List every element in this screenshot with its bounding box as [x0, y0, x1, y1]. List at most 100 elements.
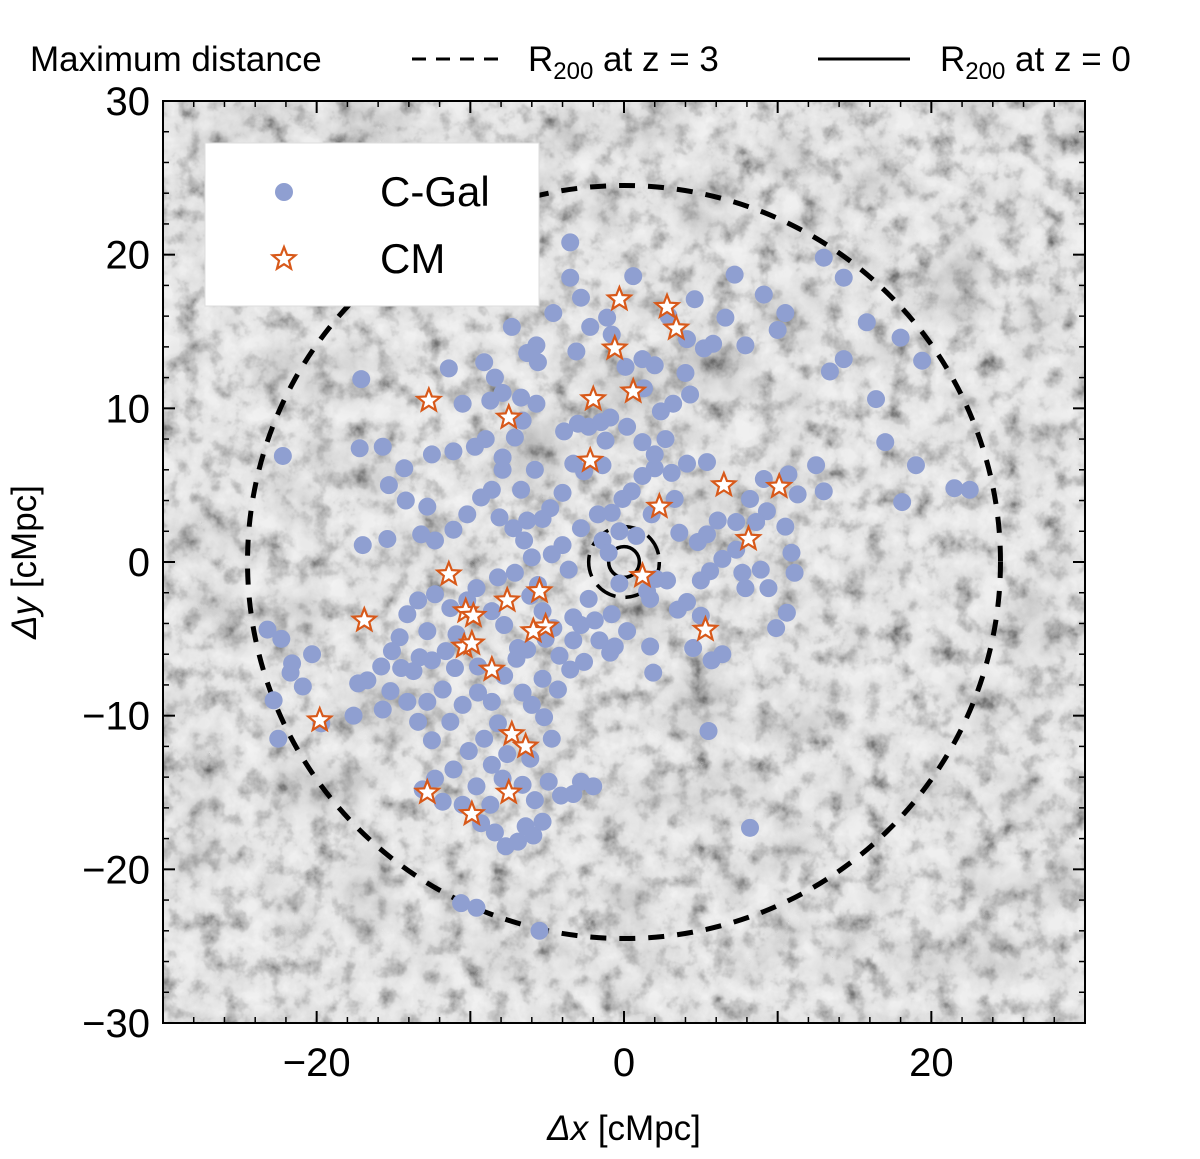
legend-box	[204, 142, 540, 307]
cgal-point	[504, 519, 523, 538]
cgal-point	[441, 599, 460, 618]
cgal-point	[525, 791, 544, 810]
cgal-point	[482, 602, 501, 621]
cgal-point	[601, 643, 620, 662]
cm-star	[350, 605, 379, 633]
cgal-point	[481, 795, 500, 814]
ticks-layer: −20 0 20 −30 −20 −10 0 10 20 30	[82, 80, 1086, 1085]
y-tick-label: −30	[82, 1002, 150, 1046]
cgal-point	[624, 267, 643, 286]
cgal-point	[688, 533, 707, 552]
cgal-point	[412, 525, 431, 544]
cgal-point	[392, 659, 411, 678]
cgal-point	[453, 394, 472, 413]
cm-star	[477, 654, 507, 682]
cgal-point	[525, 460, 544, 479]
cm-star	[652, 291, 682, 320]
cgal-point	[906, 456, 925, 475]
cgal-point	[398, 692, 417, 711]
cgal-point	[502, 317, 521, 336]
cgal-point	[441, 712, 460, 731]
legend: C-Gal CM	[204, 142, 540, 307]
cgal-point	[433, 680, 452, 699]
cgal-point	[467, 898, 486, 917]
cgal-point	[539, 772, 558, 791]
cm-star	[734, 523, 763, 552]
cgal-point	[481, 391, 500, 410]
cgal-point	[349, 674, 368, 693]
x-axis-label: Δx [cMpc]	[546, 1109, 701, 1148]
cgal-point	[258, 620, 277, 639]
cgal-point	[610, 522, 629, 541]
cm-star	[709, 470, 739, 498]
cgal-point	[598, 308, 617, 327]
cgal-point	[610, 574, 629, 593]
cgal-points	[258, 233, 979, 940]
cgal-point	[488, 714, 507, 733]
cgal-point	[807, 456, 826, 475]
cgal-point	[759, 579, 778, 598]
cm-star	[492, 585, 522, 613]
cgal-point	[409, 591, 428, 610]
cgal-point	[476, 430, 495, 449]
cgal-point	[777, 603, 796, 622]
cgal-point	[490, 508, 509, 527]
cgal-point	[641, 637, 660, 656]
cgal-point	[379, 476, 398, 495]
cgal-point	[272, 629, 291, 648]
cgal-point	[521, 749, 540, 768]
cgal-point	[788, 485, 807, 504]
cgal-point	[776, 304, 795, 323]
cm-star	[618, 376, 648, 404]
cm-star	[661, 313, 691, 341]
cgal-point	[459, 742, 478, 761]
cgal-point	[522, 548, 541, 567]
cgal-point	[553, 483, 572, 502]
cgal-point	[561, 268, 580, 287]
cgal-point	[344, 706, 363, 725]
cgal-point	[512, 480, 531, 499]
cgal-point	[913, 351, 932, 370]
cgal-point	[768, 320, 787, 339]
cgal-point	[785, 563, 804, 582]
cgal-point	[550, 646, 569, 665]
x-tick-label: −20	[283, 1041, 351, 1085]
cgal-point	[599, 543, 618, 562]
cgal-point	[452, 894, 471, 913]
cm-star	[413, 777, 442, 805]
cgal-point	[622, 482, 641, 501]
cgal-point	[467, 579, 486, 598]
cgal-point	[444, 760, 463, 779]
top-legend-title: Maximum distance	[30, 40, 322, 79]
y-tick-label: −20	[82, 848, 150, 892]
cm-star	[457, 798, 487, 827]
cgal-point	[512, 388, 531, 407]
cgal-point	[524, 826, 543, 845]
cgal-point	[561, 233, 580, 252]
cgal-point	[495, 616, 514, 635]
cgal-point	[444, 520, 463, 539]
cgal-point	[596, 431, 615, 450]
cgal-point	[702, 651, 721, 670]
cgal-point	[433, 792, 452, 811]
cgal-point	[467, 777, 486, 796]
cgal-point	[373, 437, 392, 456]
cgal-point	[644, 663, 663, 682]
cm-star	[764, 471, 794, 499]
cm-star	[305, 705, 335, 733]
cm-star	[519, 616, 548, 644]
cgal-point	[741, 489, 760, 508]
cgal-point	[678, 454, 697, 473]
cm-star	[531, 611, 560, 639]
cgal-point	[716, 308, 735, 327]
cgal-point	[535, 708, 554, 727]
cgal-point	[425, 531, 444, 550]
cgal-point	[548, 680, 567, 699]
cgal-point	[820, 362, 839, 381]
cm-star	[457, 628, 487, 656]
cgal-point	[733, 563, 752, 582]
top-legend-solid-label: R200 at z = 0	[940, 40, 1131, 85]
cgal-point	[782, 543, 801, 562]
cgal-point	[601, 408, 620, 427]
cgal-point	[469, 657, 488, 676]
